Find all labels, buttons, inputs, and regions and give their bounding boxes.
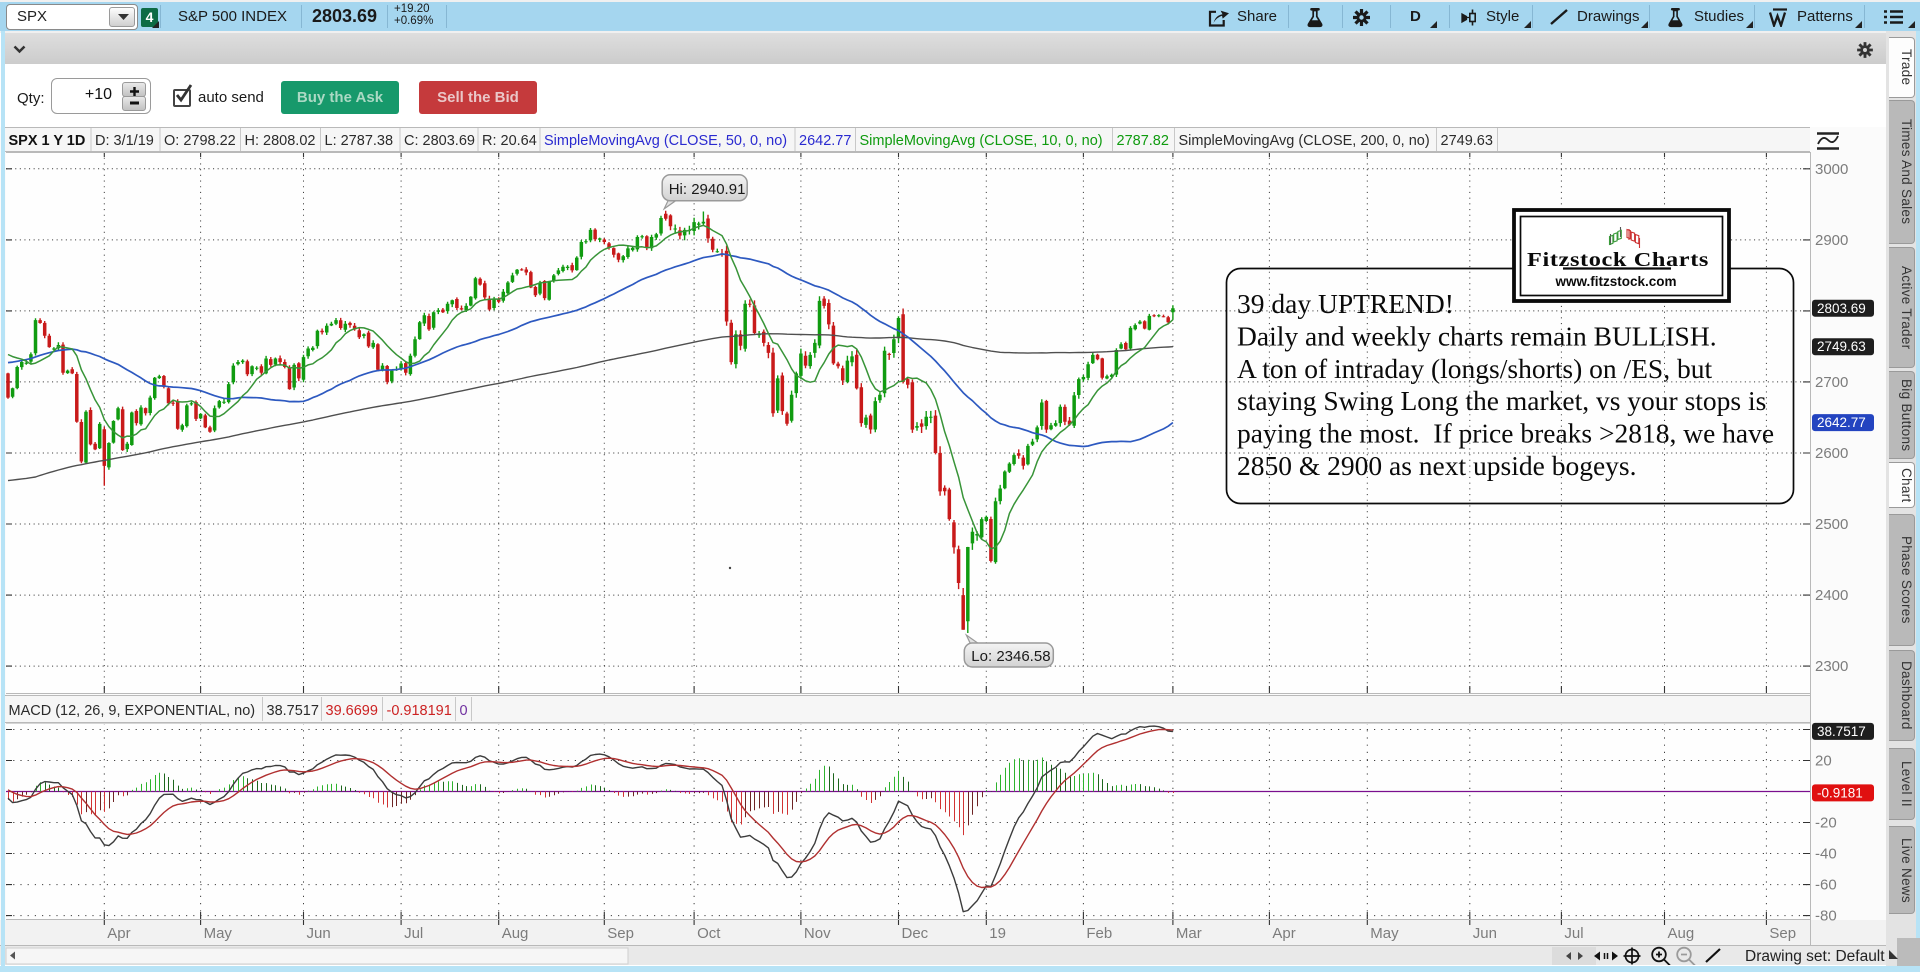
svg-text:20: 20	[1815, 753, 1832, 770]
svg-text:Apr: Apr	[1272, 925, 1295, 942]
svg-text:SimpleMovingAvg (CLOSE, 200, 0: SimpleMovingAvg (CLOSE, 200, 0, no)	[1179, 133, 1430, 149]
svg-text:-40: -40	[1815, 846, 1837, 863]
svg-text:Aug: Aug	[502, 925, 529, 942]
svg-text:-60: -60	[1815, 877, 1837, 894]
svg-text:Lo: 2346.58: Lo: 2346.58	[971, 648, 1050, 665]
svg-text:staying Swing Long the market,: staying Swing Long the market, vs your s…	[1237, 385, 1766, 416]
svg-text:2500: 2500	[1815, 516, 1848, 533]
svg-text:19: 19	[989, 925, 1006, 942]
svg-text:Jun: Jun	[307, 925, 331, 942]
svg-text:May: May	[1370, 925, 1399, 942]
svg-text:Drawing set: Default: Drawing set: Default	[1745, 948, 1885, 965]
svg-text:0: 0	[460, 703, 468, 719]
svg-text:2642.77: 2642.77	[1817, 415, 1866, 430]
svg-text:2300: 2300	[1815, 658, 1848, 675]
svg-text:-20: -20	[1815, 815, 1837, 832]
svg-text:2600: 2600	[1815, 445, 1848, 462]
svg-text:Feb: Feb	[1086, 925, 1112, 942]
svg-text:SimpleMovingAvg (CLOSE, 50, 0,: SimpleMovingAvg (CLOSE, 50, 0, no)	[544, 133, 787, 149]
svg-text:Sep: Sep	[1769, 925, 1796, 942]
svg-text:-80: -80	[1815, 908, 1837, 925]
svg-text:-0.918191: -0.918191	[387, 703, 452, 719]
svg-text:MACD (12, 26, 9, EXPONENTIAL,: MACD (12, 26, 9, EXPONENTIAL, no)	[9, 703, 256, 719]
svg-text:Aug: Aug	[1668, 925, 1695, 942]
svg-text:D: 3/1/19: D: 3/1/19	[95, 133, 154, 149]
svg-text:2850 & 2900 as next upside bog: 2850 & 2900 as next upside bogeys.	[1237, 450, 1636, 481]
svg-text:39.6699: 39.6699	[326, 703, 378, 719]
svg-text:Mar: Mar	[1176, 925, 1202, 942]
svg-text:Jun: Jun	[1473, 925, 1497, 942]
svg-text:2749.63: 2749.63	[1441, 133, 1493, 149]
svg-text:2400: 2400	[1815, 587, 1848, 604]
svg-text:2642.77: 2642.77	[799, 133, 851, 149]
svg-text:Nov: Nov	[804, 925, 831, 942]
svg-text:-0.9181: -0.9181	[1817, 785, 1863, 800]
svg-text:L: 2787.38: L: 2787.38	[325, 133, 394, 149]
svg-text:Daily and weekly charts remain: Daily and weekly charts remain BULLISH.	[1237, 320, 1717, 351]
svg-text:2803.69: 2803.69	[1817, 301, 1866, 316]
svg-text:38.7517: 38.7517	[1817, 724, 1866, 739]
svg-text:Dec: Dec	[902, 925, 929, 942]
svg-text:paying the most. If price bre: paying the most. If price breaks >2818, …	[1237, 418, 1774, 449]
svg-text:A ton of intraday (longs/short: A ton of intraday (longs/shorts) on /ES,…	[1237, 353, 1712, 384]
svg-text:O: 2798.22: O: 2798.22	[164, 133, 236, 149]
svg-text:2749.63: 2749.63	[1817, 339, 1866, 354]
svg-text:39 day UPTREND!: 39 day UPTREND!	[1237, 288, 1454, 319]
svg-text:SimpleMovingAvg (CLOSE, 10, 0,: SimpleMovingAvg (CLOSE, 10, 0, no)	[860, 133, 1103, 149]
svg-text:Sep: Sep	[607, 925, 634, 942]
svg-text:Fitzstock Charts: Fitzstock Charts	[1527, 249, 1709, 271]
svg-text:Hi: 2940.91: Hi: 2940.91	[669, 181, 746, 198]
svg-text:Jul: Jul	[1564, 925, 1583, 942]
svg-text:2900: 2900	[1815, 232, 1848, 249]
svg-text:38.7517: 38.7517	[267, 703, 319, 719]
svg-text:2787.82: 2787.82	[1117, 133, 1169, 149]
svg-text:Jul: Jul	[404, 925, 423, 942]
svg-text:SPX 1 Y 1D: SPX 1 Y 1D	[9, 133, 86, 149]
svg-text:www.fitzstock.com: www.fitzstock.com	[1554, 274, 1676, 289]
svg-text:May: May	[204, 925, 233, 942]
svg-text:R: 20.64: R: 20.64	[482, 133, 537, 149]
svg-text:Oct: Oct	[697, 925, 721, 942]
svg-text:2700: 2700	[1815, 374, 1848, 391]
svg-text:3000: 3000	[1815, 161, 1848, 178]
svg-text:H: 2808.02: H: 2808.02	[245, 133, 316, 149]
svg-text:Apr: Apr	[107, 925, 130, 942]
svg-text:C: 2803.69: C: 2803.69	[404, 133, 475, 149]
